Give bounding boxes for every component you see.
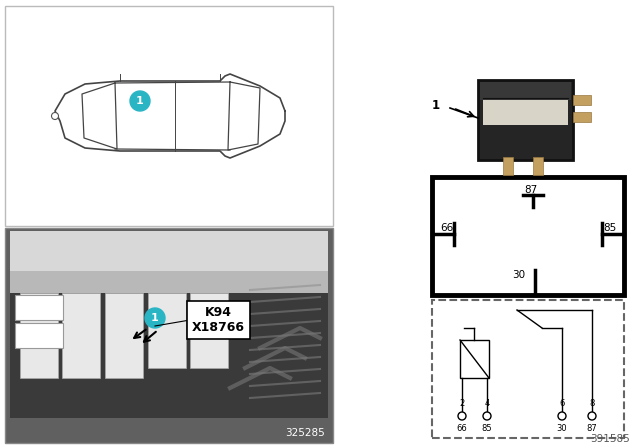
Bar <box>480 82 571 100</box>
Bar <box>573 95 591 105</box>
Bar <box>15 295 63 320</box>
Circle shape <box>145 308 165 328</box>
Bar <box>478 80 573 160</box>
Bar <box>105 293 143 378</box>
Circle shape <box>51 112 58 120</box>
Bar <box>573 112 591 122</box>
Bar <box>10 293 328 418</box>
Text: 1: 1 <box>136 96 144 106</box>
Circle shape <box>483 412 491 420</box>
Text: 87: 87 <box>587 424 597 433</box>
Bar <box>5 6 333 226</box>
Circle shape <box>458 412 466 420</box>
Text: 1: 1 <box>432 99 440 112</box>
Bar <box>432 177 624 295</box>
Bar <box>62 293 100 378</box>
Bar <box>15 323 63 348</box>
Bar <box>10 231 328 273</box>
Bar <box>10 271 328 293</box>
Text: 391585: 391585 <box>590 434 630 444</box>
Text: 1: 1 <box>151 313 159 323</box>
Text: 8: 8 <box>589 399 595 408</box>
Text: 6: 6 <box>559 399 564 408</box>
Bar <box>190 293 228 368</box>
Bar <box>503 157 513 175</box>
Text: 30: 30 <box>557 424 567 433</box>
Bar <box>460 340 489 378</box>
Text: 85: 85 <box>482 424 492 433</box>
Polygon shape <box>55 74 285 158</box>
Text: 2: 2 <box>460 399 465 408</box>
Bar <box>148 293 186 368</box>
Circle shape <box>588 412 596 420</box>
Text: 66: 66 <box>456 424 467 433</box>
Circle shape <box>130 91 150 111</box>
Text: 66: 66 <box>440 223 453 233</box>
Text: 30: 30 <box>512 270 525 280</box>
Text: 325285: 325285 <box>285 428 325 438</box>
Text: K94
X18766: K94 X18766 <box>191 306 244 334</box>
Bar <box>20 293 58 378</box>
Bar <box>483 100 568 125</box>
Text: 85: 85 <box>603 223 616 233</box>
Bar <box>432 300 624 438</box>
Circle shape <box>558 412 566 420</box>
Text: 4: 4 <box>484 399 490 408</box>
Bar <box>533 157 543 175</box>
Text: 87: 87 <box>524 185 538 195</box>
Bar <box>5 228 333 443</box>
